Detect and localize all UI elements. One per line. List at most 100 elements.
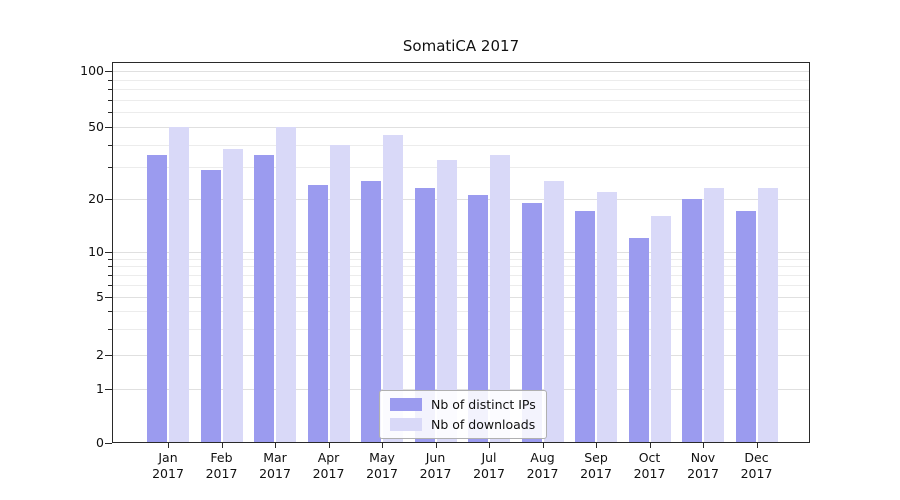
y-minor-tick-mark xyxy=(108,275,112,277)
legend-label-distinct-ips: Nb of distinct IPs xyxy=(431,397,536,412)
bar-distinct-ips xyxy=(735,211,756,443)
x-tick-label: Sep 2017 xyxy=(580,450,612,481)
x-tick-label: Oct 2017 xyxy=(633,450,666,481)
x-tick-mark xyxy=(275,443,276,448)
x-tick-label: Apr 2017 xyxy=(312,450,345,481)
x-tick-label: Nov 2017 xyxy=(687,450,719,481)
x-tick-mark xyxy=(703,443,704,448)
y-minor-tick-mark xyxy=(108,258,112,260)
bar-downloads xyxy=(222,148,243,443)
x-tick-label: Jul 2017 xyxy=(473,450,505,481)
y-minor-tick-mark xyxy=(108,79,112,81)
bar-distinct-ips xyxy=(628,238,649,443)
y-minor-tick-mark xyxy=(108,99,112,101)
bar-downloads xyxy=(757,188,778,443)
y-minor-tick-mark xyxy=(108,311,112,313)
legend-swatch-distinct-ips xyxy=(390,398,422,411)
gridline-major xyxy=(113,127,809,128)
gridline-major xyxy=(113,71,809,72)
bar-distinct-ips xyxy=(361,181,381,443)
gridline-major xyxy=(113,297,809,298)
x-tick-label: Dec 2017 xyxy=(740,450,773,481)
y-tick-mark xyxy=(105,252,112,253)
bar-downloads xyxy=(329,144,350,443)
bar-downloads xyxy=(543,181,564,443)
y-tick-label: 20 xyxy=(88,191,104,206)
bar-downloads xyxy=(383,135,403,443)
bar-distinct-ips xyxy=(575,211,595,443)
x-tick-mark xyxy=(756,443,758,448)
y-tick-mark xyxy=(105,71,112,72)
x-tick-mark xyxy=(649,443,651,448)
x-tick-mark xyxy=(382,443,383,448)
legend-swatch-downloads xyxy=(390,418,422,431)
bar-downloads xyxy=(169,127,189,443)
x-tick-label: Jun 2017 xyxy=(419,450,452,481)
gridline-minor xyxy=(113,258,809,260)
gridline-minor xyxy=(113,311,809,313)
bar-distinct-ips xyxy=(468,195,488,443)
bar-downloads xyxy=(436,159,457,443)
y-minor-tick-mark xyxy=(108,89,112,91)
x-tick-mark xyxy=(489,443,490,448)
gridline-minor xyxy=(113,79,809,81)
bar-downloads xyxy=(597,191,617,443)
x-tick-label: May 2017 xyxy=(366,450,398,481)
bar-distinct-ips xyxy=(147,155,167,443)
gridline-minor xyxy=(113,112,809,114)
y-tick-mark xyxy=(105,297,112,298)
bar-downloads xyxy=(704,188,724,443)
gridline-minor xyxy=(113,167,809,169)
y-minor-tick-mark xyxy=(108,329,112,331)
y-tick-mark xyxy=(105,389,112,390)
bar-distinct-ips xyxy=(200,169,221,443)
x-tick-label: Feb 2017 xyxy=(205,450,238,481)
bar-downloads xyxy=(276,127,296,443)
bar-downloads xyxy=(490,155,510,443)
gridline-minor xyxy=(113,285,809,287)
y-minor-tick-mark xyxy=(108,285,112,287)
gridline-minor xyxy=(113,266,809,268)
bar-downloads xyxy=(650,216,671,443)
y-tick-label: 5 xyxy=(96,289,104,304)
gridline-minor xyxy=(113,99,809,101)
y-tick-mark xyxy=(105,443,112,444)
gridline-minor xyxy=(113,329,809,331)
x-tick-mark xyxy=(168,443,169,448)
y-minor-tick-mark xyxy=(108,112,112,114)
bar-distinct-ips xyxy=(682,199,702,443)
y-tick-label: 10 xyxy=(88,244,104,259)
gridline-major xyxy=(113,355,809,356)
y-minor-tick-mark xyxy=(108,167,112,169)
y-tick-mark xyxy=(105,355,112,356)
x-tick-mark xyxy=(221,443,223,448)
x-tick-mark xyxy=(328,443,330,448)
x-tick-mark xyxy=(435,443,437,448)
gridline-major xyxy=(113,199,809,200)
y-tick-label: 100 xyxy=(80,63,104,78)
x-tick-mark xyxy=(596,443,597,448)
gridline-major xyxy=(113,389,809,390)
x-tick-label: Aug 2017 xyxy=(526,450,559,481)
gridline-major xyxy=(113,252,809,253)
legend-item-distinct-ips: Nb of distinct IPs xyxy=(390,397,536,412)
gridline-minor xyxy=(113,144,809,146)
y-tick-label: 0 xyxy=(96,435,104,450)
y-tick-mark xyxy=(105,127,112,128)
bar-distinct-ips xyxy=(307,184,328,443)
y-minor-tick-mark xyxy=(108,144,112,146)
bar-distinct-ips xyxy=(414,188,435,443)
y-minor-tick-mark xyxy=(108,266,112,268)
x-tick-mark xyxy=(542,443,544,448)
chart-title: SomatiCA 2017 xyxy=(402,37,520,55)
gridline-minor xyxy=(113,275,809,277)
y-tick-label: 2 xyxy=(96,347,104,362)
gridline-minor xyxy=(113,89,809,91)
legend: Nb of distinct IPs Nb of downloads xyxy=(379,390,547,439)
x-tick-label: Jan 2017 xyxy=(152,450,184,481)
bar-distinct-ips xyxy=(521,202,542,443)
legend-item-downloads: Nb of downloads xyxy=(390,417,536,432)
bar-distinct-ips xyxy=(254,155,274,443)
x-tick-label: Mar 2017 xyxy=(259,450,291,481)
